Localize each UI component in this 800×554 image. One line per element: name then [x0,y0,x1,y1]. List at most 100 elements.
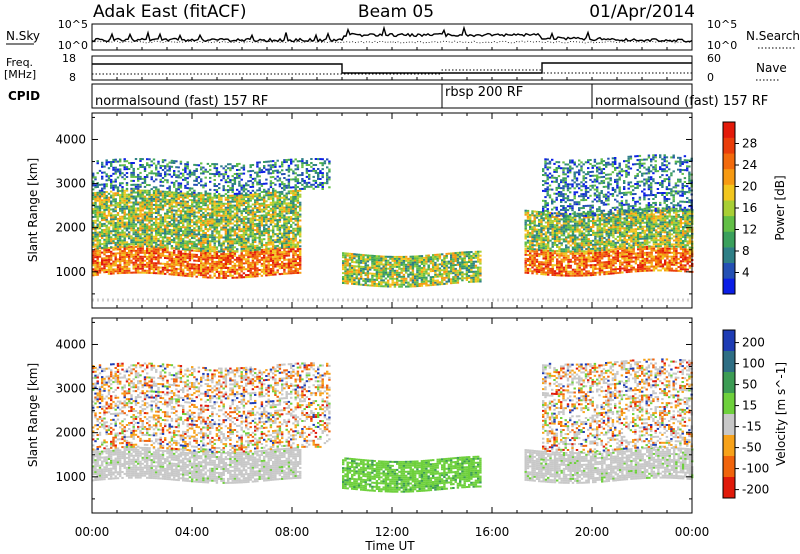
echo-cell [263,238,266,241]
echo-cell [202,229,205,232]
echo-cell [402,281,406,284]
echo-cell [285,161,288,163]
echo-cell [164,262,167,265]
echo-cell [274,259,277,262]
echo-cell [535,268,539,271]
echo-cell [123,223,126,226]
echo-cell [96,217,99,220]
echo-cell [146,249,149,252]
echo-cell [247,264,250,266]
echo-cell [256,269,259,272]
echo-cell [242,220,246,222]
echo-cell [256,228,259,231]
echo-cell [292,217,295,220]
echo-cell [529,264,532,267]
echo-cell [175,199,178,202]
echo-cell [218,173,221,176]
echo-cell [312,167,315,170]
echo-cell [121,191,124,194]
echo-cell [416,275,419,278]
echo-cell [101,233,104,235]
echo-cell [107,196,111,199]
echo-cell [375,267,379,270]
echo-cell [249,249,252,252]
echo-cell [436,281,439,284]
echo-cell [123,207,126,210]
echo-cell [94,227,97,230]
echo-cell [101,211,104,214]
echo-cell [188,214,192,217]
echo-cell [240,192,243,195]
echo-cell [155,241,158,244]
echo-cell [107,161,111,164]
echo-cell [200,184,203,187]
echo-cell [265,182,268,185]
echo-cell [103,195,106,198]
echo-cell [360,275,363,278]
echo-cell [177,233,180,236]
echo-cell [281,200,284,203]
echo-cell [247,209,250,212]
echo-cell [92,245,95,248]
echo-cell [92,274,95,277]
echo-cell [98,223,102,226]
echo-cell [373,282,376,285]
echo-cell [256,267,259,270]
echo-cell [184,266,187,269]
echo-cell [157,262,160,265]
echo-cell [256,248,259,251]
echo-cell [409,255,412,258]
echo-cell [105,163,108,166]
echo-cell [227,210,230,213]
echo-cell [211,234,214,237]
echo-cell [229,242,232,245]
echo-cell [200,241,203,244]
echo-cell [274,223,277,226]
echo-cell [477,276,480,279]
echo-cell [222,210,225,213]
echo-cell [173,225,176,228]
echo-cell [170,213,174,216]
echo-cell [240,184,243,187]
echo-cell [240,166,243,169]
echo-cell [538,261,541,263]
echo-cell [139,237,142,240]
echo-cell [123,205,126,208]
echo-cell [416,279,419,282]
echo-cell [547,263,550,266]
echo-cell [247,241,250,244]
echo-cell [420,276,424,279]
echo-cell [233,165,237,168]
echo-cell [179,274,183,277]
echo-cell [94,254,97,257]
echo-cell [123,237,126,240]
echo-cell [164,234,167,237]
echo-cell [110,254,113,257]
echo-cell [157,248,160,251]
echo-cell [155,200,158,203]
echo-cell [249,166,252,169]
echo-cell [166,202,169,205]
echo-cell [222,175,225,178]
echo-cell [348,268,352,271]
echo-cell [240,218,243,221]
echo-cell [193,227,196,230]
echo-cell [224,263,228,265]
echo-cell [224,212,228,215]
echo-cell [463,253,466,256]
echo-cell [92,237,95,240]
echo-cell [218,224,221,227]
echo-cell [130,251,133,254]
echo-cell [134,265,138,268]
echo-cell [245,182,248,185]
echo-cell [366,284,370,287]
echo-cell [94,243,97,246]
echo-cell [267,262,270,265]
echo-cell [294,219,297,222]
echo-cell [245,207,248,210]
echo-cell [220,255,223,257]
echo-cell [283,226,286,229]
echo-cell [547,267,550,270]
echo-cell [233,272,237,275]
echo-cell [240,270,243,273]
